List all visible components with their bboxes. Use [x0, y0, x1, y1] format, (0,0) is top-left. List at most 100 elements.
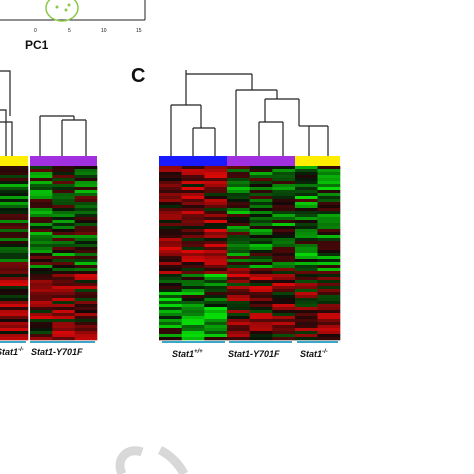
heatmap-cell — [74, 220, 98, 224]
heatmap-cell — [181, 283, 205, 287]
heatmap-cell — [159, 178, 182, 182]
heatmap-cell — [204, 220, 228, 224]
heatmap-cell — [272, 175, 296, 179]
heatmap-cell — [295, 271, 318, 275]
heatmap-cell — [74, 295, 98, 299]
heatmap-cell — [30, 265, 53, 269]
panel-b-dendrogram — [0, 70, 87, 156]
heatmap-cell — [249, 250, 273, 254]
heatmap-cell — [295, 202, 318, 206]
heatmap-cell — [74, 226, 98, 230]
heatmap-cell — [204, 223, 228, 227]
heatmap-cell — [317, 196, 341, 200]
heatmap-cell — [272, 334, 296, 338]
heatmap-cell — [317, 199, 341, 203]
heatmap-cell — [249, 298, 273, 302]
heatmap-cell — [74, 325, 98, 329]
heatmap-cell — [272, 292, 296, 296]
heatmap-cell — [227, 280, 250, 284]
heatmap-cell — [159, 247, 182, 251]
heatmap-cell — [204, 298, 228, 302]
heatmap-cell — [52, 274, 75, 278]
heatmap-cell — [272, 193, 296, 197]
heatmap-cell — [30, 250, 53, 254]
heatmap-cell — [159, 199, 182, 203]
heatmap-cell — [204, 172, 228, 176]
heatmap-cell — [204, 178, 228, 182]
heatmap-cell — [295, 322, 318, 326]
heatmap-cell — [52, 310, 75, 314]
heatmap-cell — [74, 247, 98, 251]
heatmap-cell — [30, 298, 53, 302]
heatmap-cell — [181, 220, 205, 224]
heatmap-cell — [0, 289, 29, 293]
heatmap-cell — [249, 184, 273, 188]
heatmap-cell — [204, 283, 228, 287]
heatmap-cell — [317, 166, 341, 170]
heatmap-cell — [317, 319, 341, 323]
heatmap-cell — [295, 319, 318, 323]
heatmap-cell — [272, 313, 296, 317]
heatmap-cell — [295, 331, 318, 335]
heatmap-cell — [181, 223, 205, 227]
heatmap-cell — [159, 325, 182, 329]
group-label: Stat1+/+ — [172, 349, 203, 359]
heatmap-cell — [181, 316, 205, 320]
heatmap-cell — [159, 187, 182, 191]
heatmap-cell — [317, 292, 341, 296]
heatmap-cell — [181, 205, 205, 209]
heatmap-cell — [227, 250, 250, 254]
heatmap-cell — [317, 193, 341, 197]
heatmap-cell — [74, 166, 98, 170]
heatmap-cell — [295, 277, 318, 281]
heatmap-cell — [295, 268, 318, 272]
heatmap-cell — [295, 307, 318, 311]
heatmap-cell — [159, 292, 182, 296]
heatmap-cell — [204, 244, 228, 248]
heatmap-cell — [227, 253, 250, 257]
heatmap-cell — [227, 307, 250, 311]
heatmap-cell — [52, 244, 75, 248]
heatmap-cell — [204, 181, 228, 185]
group-colorbar — [295, 156, 340, 166]
heatmap-cell — [159, 193, 182, 197]
heatmap-cell — [272, 205, 296, 209]
group-label: Stat1-/- — [300, 349, 328, 359]
heatmap-cell — [317, 322, 341, 326]
heatmap-cell — [227, 322, 250, 326]
heatmap-cell — [249, 220, 273, 224]
heatmap-cell — [317, 280, 341, 284]
heatmap-cell — [317, 175, 341, 179]
heatmap-cell — [204, 295, 228, 299]
heatmap-cell — [249, 289, 273, 293]
heatmap-cell — [159, 310, 182, 314]
heatmap-cell — [227, 166, 250, 170]
heatmap-cell — [204, 238, 228, 242]
heatmap-cell — [159, 223, 182, 227]
heatmap-cell — [295, 241, 318, 245]
heatmap-cell — [0, 175, 29, 179]
heatmap-cell — [204, 184, 228, 188]
heatmap-cell — [181, 184, 205, 188]
heatmap-cell — [159, 307, 182, 311]
heatmap-cell — [204, 286, 228, 290]
heatmap-cell — [295, 253, 318, 257]
heatmap-cell — [181, 226, 205, 230]
heatmap-cell — [0, 253, 29, 257]
heatmap-cell — [227, 175, 250, 179]
heatmap-cell — [272, 229, 296, 233]
heatmap-cell — [317, 337, 341, 341]
heatmap-cell — [74, 196, 98, 200]
heatmap-cell — [181, 244, 205, 248]
heatmap-cell — [181, 328, 205, 332]
heatmap-cell — [272, 211, 296, 215]
heatmap-cell — [272, 217, 296, 221]
heatmap-cell — [0, 298, 29, 302]
heatmap-cell — [0, 337, 29, 341]
heatmap-cell — [204, 334, 228, 338]
heatmap-cell — [295, 325, 318, 329]
heatmap-cell — [295, 313, 318, 317]
heatmap-cell — [295, 301, 318, 305]
heatmap-cell — [0, 250, 29, 254]
heatmap-cell — [227, 304, 250, 308]
